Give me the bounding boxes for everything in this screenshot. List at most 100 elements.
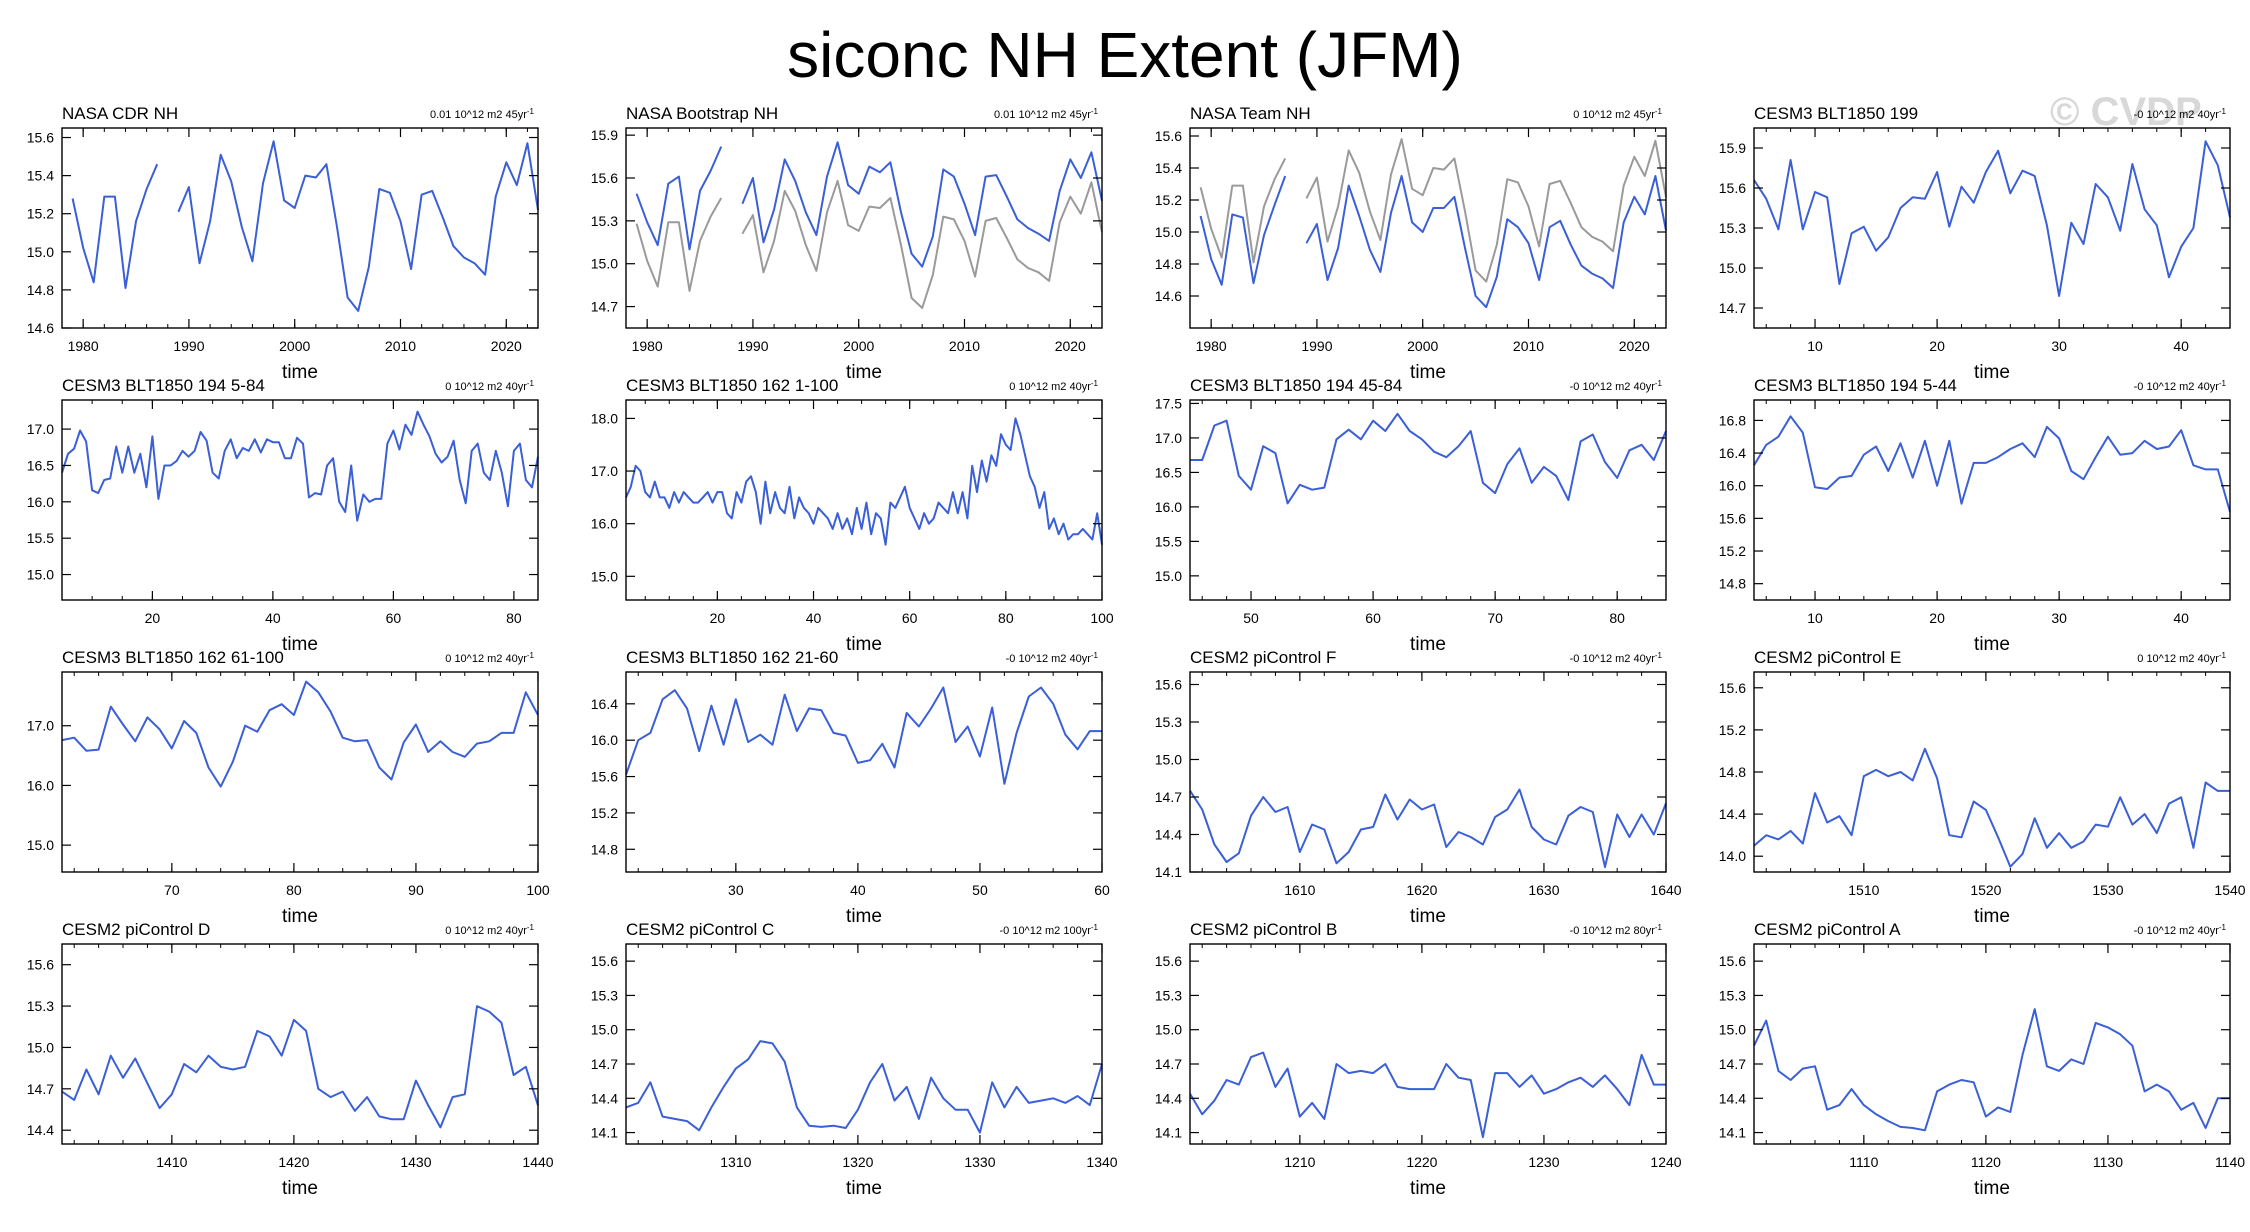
y-tick-label: 18.0: [591, 410, 618, 426]
y-tick-label: 15.3: [27, 998, 54, 1014]
y-tick-label: 16.5: [1155, 464, 1182, 480]
y-tick-label: 15.6: [1719, 180, 1746, 196]
plot-frame: [1189, 127, 1667, 329]
series-line-1-segment-1: [61, 410, 539, 522]
x-axis-label: time: [1974, 362, 2010, 383]
x-tick-label: 1620: [1406, 882, 1437, 898]
x-tick-label: 60: [1365, 610, 1381, 626]
y-tick-label: 15.6: [1155, 953, 1182, 969]
x-tick-label: 1510: [1848, 882, 1879, 898]
x-tick-label: 40: [265, 610, 281, 626]
y-tick-label: 15.6: [591, 769, 618, 785]
y-tick-label: 14.1: [1155, 1125, 1182, 1141]
x-tick-label: 40: [850, 882, 866, 898]
y-tick-label: 14.7: [1155, 789, 1182, 805]
series-line-1-segment-1: [1189, 788, 1667, 868]
x-tick-label: 60: [902, 610, 918, 626]
panel-trend-label: -0 10^12 m2 40yr-1: [2134, 107, 2227, 121]
x-tick-label: 1990: [737, 338, 768, 354]
y-tick-label: 15.0: [1155, 752, 1182, 768]
x-tick-label: 2010: [1513, 338, 1544, 354]
y-tick-label: 15.4: [27, 168, 54, 184]
panel-trend-label: 0 10^12 m2 40yr-1: [1009, 379, 1098, 393]
plot-frame: [1753, 671, 2231, 873]
y-tick-label: 15.3: [1155, 714, 1182, 730]
x-tick-label: 70: [164, 882, 180, 898]
plot-frame: [625, 399, 1103, 601]
x-tick-label: 60: [386, 610, 402, 626]
x-tick-label: 80: [998, 610, 1014, 626]
y-tick-label: 15.2: [27, 206, 54, 222]
panel-trend-label: -0 10^12 m2 100yr-1: [999, 923, 1098, 937]
y-tick-label: 15.6: [1719, 510, 1746, 526]
panel-7: CESM3 BLT1850 194 45-84 -0 10^12 m2 40yr-…: [1155, 376, 1667, 655]
y-tick-label: 15.0: [27, 244, 54, 260]
series-line-1-segment-1: [635, 197, 723, 292]
panel-trend-label: 0.01 10^12 m2 45yr-1: [430, 107, 535, 121]
series-line-2-segment-2: [1305, 175, 1667, 309]
x-tick-label: 1440: [522, 1154, 553, 1170]
y-tick-label: 14.6: [27, 320, 54, 336]
plot-frame: [625, 127, 1103, 329]
panel-title: CESM3 BLT1850 199: [1754, 104, 1918, 123]
panel-trend-label: 0.01 10^12 m2 45yr-1: [994, 107, 1099, 121]
panel-title: CESM2 piControl E: [1754, 648, 1901, 667]
y-tick-label: 15.0: [27, 837, 54, 853]
panel-title: CESM2 piControl D: [62, 920, 210, 939]
plot-frame: [1189, 943, 1667, 1145]
x-tick-label: 20: [145, 610, 161, 626]
panel-15: CESM2 piControl B -0 10^12 m2 80yr-1 1210 1…: [1155, 920, 1682, 1199]
y-tick-label: 16.0: [1155, 499, 1182, 515]
trend-superscript: -1: [527, 923, 535, 932]
series-line-2-segment-2: [741, 141, 1103, 268]
x-tick-label: 20: [1929, 338, 1945, 354]
plot-frame: [1753, 127, 2231, 329]
trend-superscript: -1: [1655, 107, 1663, 116]
y-tick-label: 15.0: [591, 1022, 618, 1038]
trend-superscript: -1: [2219, 379, 2227, 388]
x-axis-label: time: [1410, 1178, 1446, 1199]
plot-frame: [625, 943, 1103, 1145]
panel-title: NASA Bootstrap NH: [626, 104, 778, 123]
panel-title: CESM2 piControl B: [1190, 920, 1337, 939]
x-tick-label: 2020: [1055, 338, 1086, 354]
y-tick-label: 14.7: [591, 1056, 618, 1072]
x-axis-label: time: [1974, 906, 2010, 927]
x-tick-label: 2000: [1407, 338, 1438, 354]
panel-trend-label: -0 10^12 m2 80yr-1: [1570, 923, 1663, 937]
panel-9: CESM3 BLT1850 162 61-100 0 10^12 m2 40yr-…: [27, 648, 550, 927]
y-tick-label: 17.0: [27, 718, 54, 734]
plot-frame: [625, 671, 1103, 873]
series-line-1-segment-1: [1190, 412, 1667, 505]
trend-superscript: -1: [527, 651, 535, 660]
panel-14: CESM2 piControl C -0 10^12 m2 100yr-1 1310…: [591, 920, 1118, 1199]
x-axis-label: time: [1974, 634, 2010, 655]
y-tick-label: 17.5: [1155, 395, 1182, 411]
y-tick-label: 14.7: [1719, 1056, 1746, 1072]
x-tick-label: 1980: [1196, 338, 1227, 354]
x-tick-label: 30: [2051, 338, 2067, 354]
series-line-1-segment-2: [741, 179, 1103, 309]
y-tick-label: 15.6: [591, 170, 618, 186]
x-tick-label: 1630: [1528, 882, 1559, 898]
x-tick-label: 1330: [964, 1154, 995, 1170]
x-tick-label: 100: [1090, 610, 1114, 626]
y-tick-label: 14.7: [27, 1081, 54, 1097]
y-tick-label: 15.9: [1719, 140, 1746, 156]
x-tick-label: 1420: [278, 1154, 309, 1170]
plot-frame: [61, 399, 539, 601]
y-tick-label: 15.3: [1719, 987, 1746, 1003]
y-tick-label: 16.0: [27, 494, 54, 510]
plot-frame: [1753, 399, 2231, 601]
panel-3: NASA Team NH 0 10^12 m2 45yr-1 1980 1990 200…: [1155, 104, 1667, 383]
y-tick-label: 15.2: [1155, 192, 1182, 208]
panel-title: CESM3 BLT1850 194 45-84: [1190, 376, 1402, 395]
panel-title: CESM3 BLT1850 194 5-44: [1754, 376, 1957, 395]
x-axis-label: time: [282, 1178, 318, 1199]
x-tick-label: 70: [1487, 610, 1503, 626]
y-tick-label: 15.6: [591, 953, 618, 969]
x-tick-label: 1120: [1971, 1154, 2001, 1170]
y-tick-label: 16.8: [1719, 412, 1746, 428]
y-tick-label: 14.1: [1155, 864, 1182, 880]
